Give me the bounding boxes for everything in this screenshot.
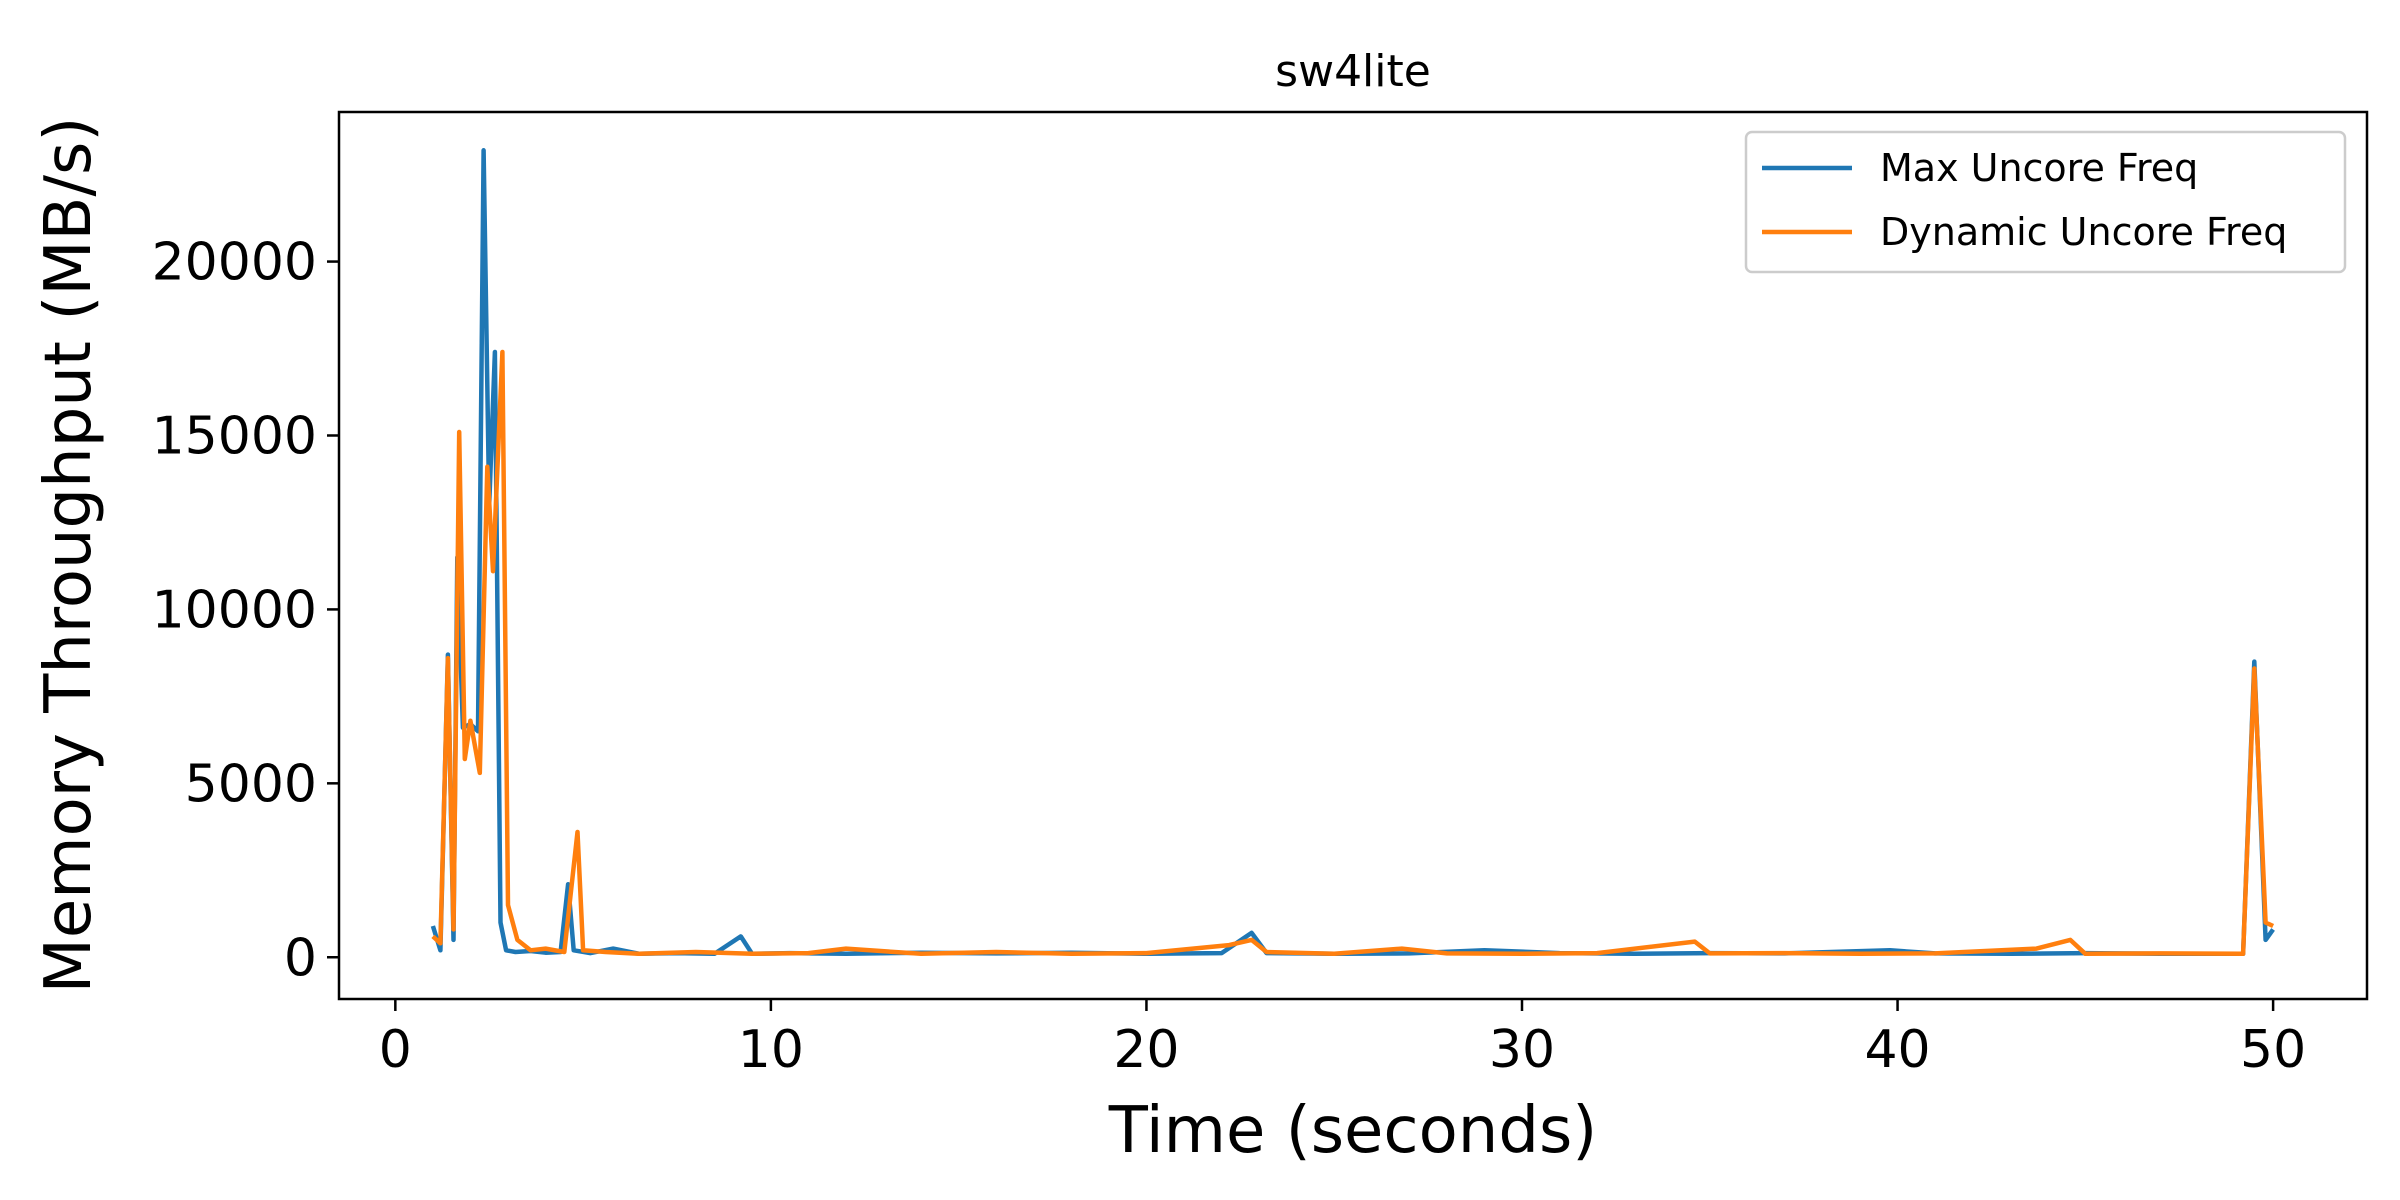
plot-frame xyxy=(337,110,2369,1001)
y-axis-ticks: 0 5000 10000 15000 20000 xyxy=(152,233,339,988)
x-axis-title: Time (seconds) xyxy=(1108,1094,1598,1168)
legend-box xyxy=(1744,130,2347,274)
legend-label-max-uncore-freq: Max Uncore Freq xyxy=(1880,146,2198,190)
y-tick-label: 5000 xyxy=(185,754,317,814)
x-tick-label: 0 xyxy=(379,1020,412,1080)
y-axis-title: Memory Throughput (MB/s) xyxy=(32,117,106,994)
chart-title: sw4lite xyxy=(1275,46,1431,97)
x-tick-label: 20 xyxy=(1113,1020,1179,1080)
legend: Max Uncore Freq Dynamic Uncore Freq xyxy=(1744,130,2347,274)
y-tick-label: 15000 xyxy=(152,406,317,466)
x-tick-label: 40 xyxy=(1864,1020,1930,1080)
y-tick-label: 20000 xyxy=(152,233,317,293)
x-tick-label: 50 xyxy=(2240,1020,2306,1080)
plot-lines xyxy=(430,148,2275,957)
x-axis-ticks: 0 10 20 30 40 50 xyxy=(379,999,2306,1080)
x-tick-label: 10 xyxy=(738,1020,804,1080)
legend-label-dynamic-uncore-freq: Dynamic Uncore Freq xyxy=(1880,210,2287,254)
series-line-dynamic-uncore-freq xyxy=(431,349,2275,957)
y-tick-label: 0 xyxy=(284,928,317,988)
y-tick-label: 10000 xyxy=(152,580,317,640)
x-tick-label: 30 xyxy=(1489,1020,1555,1080)
